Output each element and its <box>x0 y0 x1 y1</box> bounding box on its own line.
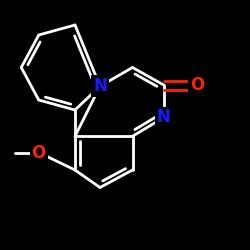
Text: O: O <box>190 76 204 94</box>
Text: O: O <box>32 144 46 162</box>
Text: N: N <box>93 77 107 95</box>
Text: N: N <box>157 108 171 126</box>
